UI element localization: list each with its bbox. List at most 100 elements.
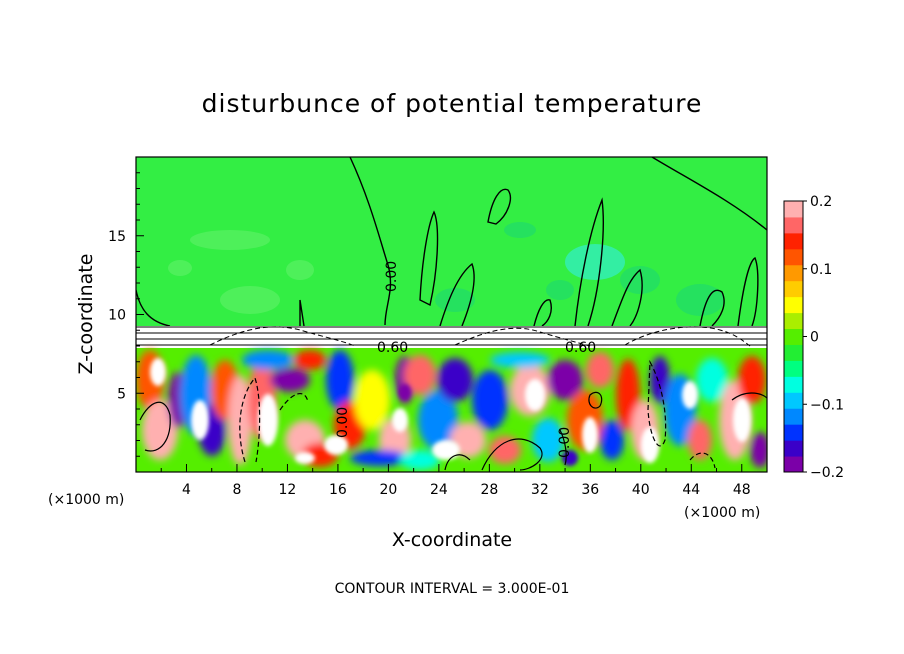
y-scale-label: (×1000 m) <box>48 492 124 508</box>
field-blob <box>586 352 614 388</box>
contour-line <box>487 188 512 225</box>
field-blob <box>489 436 521 464</box>
field-blob <box>738 356 766 404</box>
lower-contours <box>139 359 767 471</box>
field-blob <box>750 432 767 468</box>
plot-area: 0.60 0.60 0.00 0.00 0.00 <box>136 157 767 472</box>
field-blob <box>682 381 698 409</box>
colorbar-cell <box>784 392 803 409</box>
field-patch <box>435 288 475 312</box>
field-blob <box>294 350 326 370</box>
x-tick-label: 16 <box>329 482 347 498</box>
colorbar-cell <box>784 344 803 361</box>
field-blob <box>404 355 436 395</box>
field-patch <box>190 230 270 250</box>
contour-line <box>611 268 643 327</box>
field-blob <box>525 379 545 411</box>
field-blob <box>191 400 209 440</box>
colorbar-tick-label: 0.1 <box>810 262 832 278</box>
field-patch <box>504 222 536 238</box>
field-blob <box>242 350 294 370</box>
contour-line <box>439 262 475 327</box>
y-tick-label: 10 <box>108 308 126 324</box>
field-patch <box>676 284 724 316</box>
field-blob <box>354 370 390 430</box>
field-blob <box>418 390 458 450</box>
y-axis: 5 10 15 <box>108 172 144 457</box>
x-tick-label: 44 <box>682 482 700 498</box>
contour-line <box>533 299 552 327</box>
contour-label: 0.60 <box>565 340 596 356</box>
field-blob <box>399 384 411 400</box>
contour-label: 0.00 <box>384 261 400 292</box>
field-blob <box>150 358 166 386</box>
y-axis-label: Z-coordinate <box>75 254 97 375</box>
colorbar-cell <box>784 280 803 298</box>
field-blob <box>490 352 550 368</box>
field-blob <box>392 408 408 432</box>
contour-line <box>136 289 171 327</box>
x-tick-label: 8 <box>232 482 241 498</box>
field-blob <box>432 440 460 460</box>
contour-line <box>299 299 305 327</box>
field-patch <box>286 260 314 280</box>
x-tick-label: 24 <box>430 482 448 498</box>
colorbar-cell <box>784 408 803 425</box>
y-tick-label: 5 <box>117 386 126 402</box>
field-patch <box>168 260 192 276</box>
inversion-band <box>136 326 767 348</box>
colorbar-cell <box>784 201 803 218</box>
colorbar-tick-label: −0.2 <box>810 465 844 481</box>
field-blob <box>295 452 315 464</box>
x-tick-label: 20 <box>379 482 397 498</box>
colorbar-cell <box>784 376 803 393</box>
colorbar-cell <box>784 424 803 441</box>
x-tick-label: 32 <box>531 482 549 498</box>
colorbar-cell <box>784 312 803 330</box>
field-blob <box>696 358 728 402</box>
x-tick-label: 48 <box>733 482 751 498</box>
field-blob <box>733 398 751 442</box>
field-blob <box>400 450 440 470</box>
contour-line <box>574 197 604 327</box>
field-blob <box>547 360 583 400</box>
field-blob <box>258 394 278 446</box>
field-patch <box>620 266 660 294</box>
field-patch <box>546 280 574 300</box>
x-scale-label: (×1000 m) <box>684 505 760 521</box>
x-tick-label: 4 <box>182 482 191 498</box>
chart-title: disturbunce of potential temperature <box>202 89 703 118</box>
field-blob <box>600 420 624 460</box>
colorbar-cell <box>784 296 803 314</box>
x-tick-label: 28 <box>480 482 498 498</box>
x-tick-label: 12 <box>279 482 297 498</box>
colorbar-cell <box>784 360 803 377</box>
field-blob <box>641 427 659 463</box>
colorbar-cell <box>784 456 803 473</box>
contour-line <box>349 157 392 326</box>
y-tick-label: 15 <box>108 229 126 245</box>
field-blob <box>324 435 348 455</box>
colorbar-cell <box>784 440 803 457</box>
field-blob <box>532 418 564 462</box>
turbulent-layer <box>136 348 767 472</box>
field-patch <box>220 286 280 314</box>
field-blob <box>582 417 598 453</box>
upper-field-patches <box>168 222 724 316</box>
colorbar-tick-label: −0.1 <box>810 397 844 413</box>
field-blob <box>326 350 354 410</box>
field-blob <box>142 400 178 460</box>
contour-label: 0.00 <box>335 407 351 438</box>
colorbar: 0.2 0.1 0 −0.1 −0.2 <box>783 194 844 481</box>
contour-line <box>419 210 439 307</box>
colorbar-cell <box>784 232 803 250</box>
contour-label: 0.60 <box>377 340 408 356</box>
colorbar-cell <box>784 248 803 266</box>
contour-interval-note: CONTOUR INTERVAL = 3.000E-01 <box>335 581 570 597</box>
colorbar-cell <box>784 216 803 234</box>
x-axis: 4 8 12 16 20 24 28 32 36 40 44 48 <box>160 464 751 498</box>
contour-label: 0.00 <box>557 427 573 458</box>
field-blob <box>688 420 712 460</box>
colorbar-cell <box>784 328 803 345</box>
